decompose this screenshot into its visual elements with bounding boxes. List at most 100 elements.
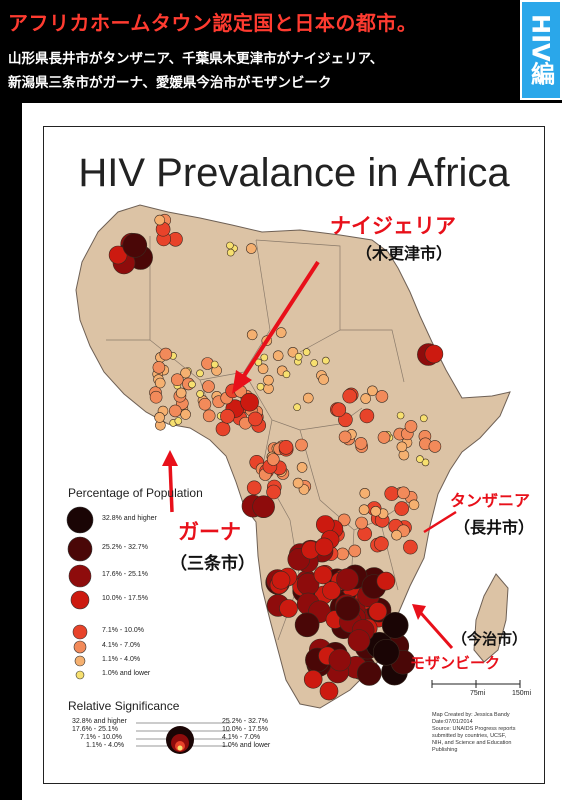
prevalence-point [404,420,418,433]
prevalence-point [171,373,184,387]
label-ghana: ガーナ [178,520,241,544]
sig-left-3: 1.1% - 4.0% [86,742,125,749]
prevalence-point [359,487,371,499]
prevalence-point [408,499,420,511]
label-kisarazu: （木更津市） [356,244,453,263]
prevalence-point [338,430,352,444]
prevalence-point [279,599,298,618]
significance-title: Relative Significance [68,699,180,713]
arrow-ghana [168,461,174,513]
prevalence-point [175,387,187,399]
label-nagai: （長井市） [454,518,535,537]
prevalence-point [293,403,301,412]
prevalence-point [152,361,166,374]
legend-label-7: 1.0% and lower [102,670,151,677]
prevalence-point [246,480,262,496]
prevalence-point [337,513,351,527]
prevalence-point [376,571,396,591]
series-tag: HIV編 [520,0,562,100]
prevalence-point [347,629,371,652]
prevalence-point [354,437,368,450]
prevalence-point [188,380,196,389]
sig-right-0: 25.2% - 32.7% [222,718,268,725]
scale-bar [431,680,521,688]
scale-150: 150mi [512,690,532,697]
prevalence-point [220,408,235,424]
prevalence-point [355,516,368,530]
prevalence-point [295,438,308,452]
label-imabari: （今治市） [452,630,528,648]
header-bar: アフリカホームタウン認定国と日本の都市。 山形県長井市がタンザニア、千葉県木更津… [0,0,562,103]
prevalence-point [384,486,400,501]
arrows [162,260,457,649]
prevalence-point [381,611,409,639]
prevalence-point [310,359,319,367]
legend-title: Percentage of Population [68,486,203,500]
prevalence-point [294,612,320,638]
significance-circle-tiny [177,745,183,751]
significance-symbol [136,722,230,754]
legend-swatch-1 [67,536,93,562]
prevalence-point [374,536,389,552]
prevalence-point [196,390,204,398]
prevalence-point [331,402,347,418]
prevalence-point [319,681,339,701]
africa-continent [75,204,511,709]
prevalence-point [396,411,405,420]
prevalence-point [246,243,257,254]
credit-line-0: Map Created by: Jessica Bandy [432,712,510,718]
prevalence-point [424,344,444,364]
scale-75: 75mi [470,690,486,697]
prevalence-point [372,638,400,666]
prevalence-point [416,455,424,463]
subtitle-line-2: 新潟県三条市がガーナ、愛媛県今治市がモザンビーク [8,75,332,91]
legend-swatch-5 [73,640,87,654]
prevalence-point [282,370,291,379]
prevalence-point [154,412,165,423]
sig-left-2: 7.1% - 10.0% [80,734,123,741]
prevalence-point [348,544,362,558]
prevalence-point [180,367,191,379]
prevalence-point [260,353,269,362]
prevalence-point [367,385,378,397]
prevalence-point [394,501,410,516]
prevalence-point [263,374,274,386]
prevalence-point [226,241,234,250]
legend-swatch-0 [66,506,94,534]
legend-swatch-3 [70,590,90,610]
prevalence-point [396,441,408,453]
legend-swatch-4 [72,624,88,640]
madagascar [473,573,509,663]
prevalence-point [202,409,216,423]
prevalence-point [303,669,323,689]
prevalence-point [154,214,165,226]
legend-label-2: 17.6% - 25.1% [102,571,148,578]
africa-landmass [75,204,511,709]
legend-swatch-2 [68,564,92,588]
arrow-nigeria-head [232,370,252,394]
prevalence-point [370,505,382,517]
sig-left-1: 17.6% - 25.1% [72,726,118,733]
prevalence-point [313,565,333,585]
label-nigeria: ナイジェリア [330,214,456,238]
prevalence-point [196,369,204,378]
prevalence-point [322,581,341,600]
prevalence-point [257,363,269,375]
prevalence-point [296,462,308,473]
legend-label-4: 7.1% - 10.0% [102,627,145,634]
arrow-mozambique-head [412,604,426,620]
prevalence-point [358,504,370,516]
credit-line-3: submitted by countries, UCSF, [432,733,506,739]
prevalence-point [403,539,418,555]
arrow-nigeria [238,260,320,384]
prevalence-point [278,439,294,455]
prevalence-point [202,380,215,393]
prevalence-point [302,392,314,404]
legend-label-5: 4.1% - 7.0% [102,642,141,649]
sig-right-2: 4.1% - 7.0% [222,734,261,741]
prevalence-point [154,377,166,389]
map-title: HIV Prevalance in Africa [78,151,510,195]
prevalence-point [256,382,265,391]
prevalence-point [210,360,219,369]
